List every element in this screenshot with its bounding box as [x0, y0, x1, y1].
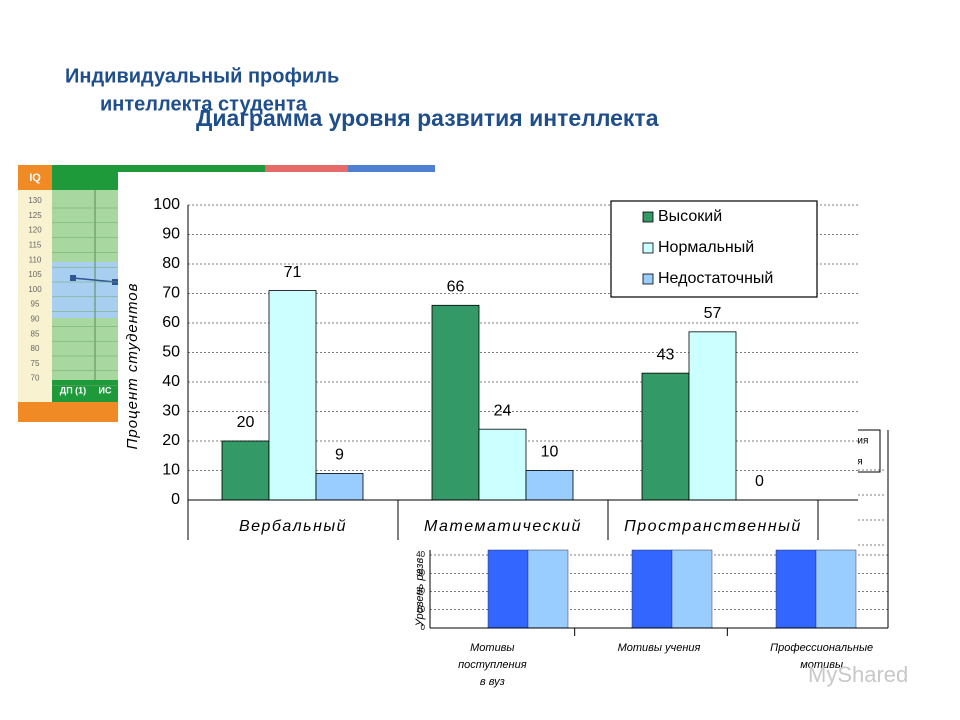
y-tick-label: 0 — [171, 491, 180, 508]
legend-swatch — [642, 211, 654, 223]
x-tick-label: Пространственный — [624, 518, 802, 535]
data-label: 0 — [755, 473, 764, 490]
x-tick-label: в вуз — [480, 676, 505, 688]
data-label: 9 — [335, 447, 344, 464]
chart-title: Диаграмма уровня развития интеллекта — [196, 105, 659, 131]
legend-swatch — [642, 242, 654, 254]
legend-text: я — [857, 457, 862, 468]
main-chart: 0102030405060708090100Вербальный20719Мат… — [124, 196, 858, 540]
bar — [221, 440, 270, 501]
x-tick-label: мотивы — [800, 659, 843, 671]
x-tick-label: Мотивы — [470, 642, 514, 654]
row-label: 130 — [28, 196, 42, 205]
cell — [18, 402, 132, 422]
header-cell: IQ — [29, 172, 41, 184]
y-tick-label: 20 — [162, 432, 180, 449]
bar — [775, 549, 817, 629]
y-tick-label: 40 — [416, 550, 425, 559]
data-label: 66 — [447, 279, 465, 296]
y-tick-label: 90 — [162, 226, 180, 243]
row-label: 85 — [31, 329, 40, 338]
row-label: 95 — [31, 300, 40, 309]
row-label: 115 — [29, 241, 42, 250]
bar — [487, 549, 529, 629]
y-tick-label: 10 — [162, 462, 180, 479]
cell — [18, 190, 52, 402]
data-label: 71 — [284, 264, 302, 281]
y-tick-label: 0 — [421, 623, 426, 632]
bar — [815, 549, 857, 629]
y-tick-label: 40 — [162, 373, 180, 390]
bar — [478, 428, 527, 501]
x-tick-label: Вербальный — [239, 518, 347, 535]
bar — [315, 473, 364, 501]
y-tick-label: 20 — [416, 587, 425, 596]
y-tick-label: 50 — [162, 344, 180, 361]
row-label: 105 — [28, 270, 42, 279]
y-tick-label: 30 — [416, 568, 425, 577]
data-label: 24 — [494, 402, 512, 419]
row-label: 90 — [31, 315, 40, 324]
row-label: 75 — [31, 359, 40, 368]
slide-title: Индивидуальный профиль — [65, 65, 339, 87]
row-label: 70 — [31, 374, 40, 383]
slide-title: интеллекта студента — [100, 93, 308, 115]
data-label: 10 — [541, 444, 559, 461]
bar — [641, 372, 690, 501]
data-label: 20 — [237, 414, 255, 431]
legend-label: Недостаточный — [658, 270, 773, 287]
legend-text: ция — [852, 436, 869, 447]
bar — [431, 304, 480, 501]
row-label: 110 — [29, 255, 42, 264]
y-tick-label: 30 — [162, 403, 180, 420]
data-label: 57 — [704, 305, 722, 322]
y-tick-label: 80 — [162, 255, 180, 272]
legend-label: Высокий — [658, 208, 722, 225]
watermark: MyShared — [808, 662, 908, 687]
x-tick-label: Профессиональные — [770, 642, 873, 654]
x-tick-label: поступления — [458, 659, 527, 671]
background-chart-content: ция я 0 10 20 30 40 Мотивы поступления в вуз Мотив… — [414, 430, 889, 688]
footer-cell: ДП (1) — [60, 385, 86, 395]
row-label: 125 — [28, 211, 42, 220]
row-label: 80 — [31, 344, 40, 353]
bar — [631, 549, 673, 629]
bar — [268, 290, 317, 501]
row-label: 100 — [28, 285, 42, 294]
x-tick-label: Математический — [424, 518, 582, 535]
legend-label: Нормальный — [658, 239, 754, 256]
cell — [18, 165, 52, 190]
bar — [671, 549, 713, 629]
y-tick-label: 10 — [416, 605, 425, 614]
y-axis-label: Процент студентов — [124, 283, 141, 450]
x-tick-label: Мотивы учения — [618, 642, 701, 654]
data-label: 43 — [657, 346, 675, 363]
row-label: 120 — [28, 226, 42, 235]
bar — [527, 549, 569, 629]
y-axis-label: Уровень разв — [414, 557, 426, 627]
bar — [525, 470, 574, 501]
profile-point — [70, 275, 76, 281]
legend-swatch — [642, 273, 654, 285]
y-tick-label: 60 — [162, 314, 180, 331]
y-tick-label: 100 — [153, 196, 180, 213]
bar — [688, 331, 737, 501]
y-tick-label: 70 — [162, 285, 180, 302]
footer-cell: ИС — [99, 385, 112, 395]
